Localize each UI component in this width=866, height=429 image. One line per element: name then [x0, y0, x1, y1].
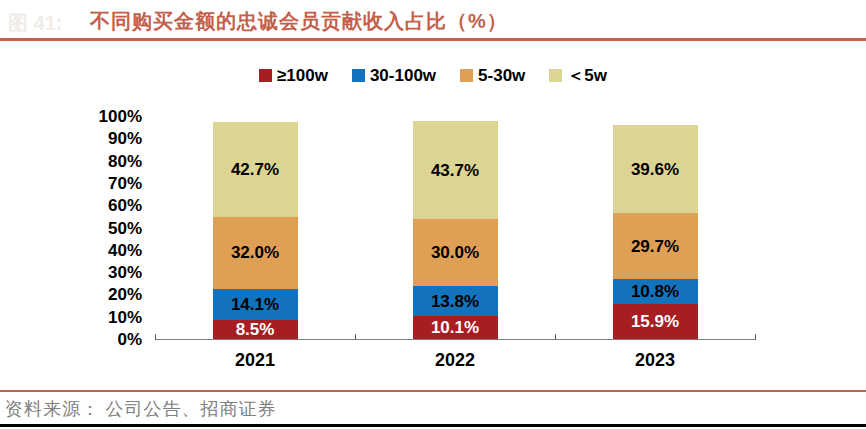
bar-segment-≥100w: 8.5%	[213, 320, 298, 339]
y-tick-label: 30%	[0, 263, 142, 283]
footer-bottom-rule	[0, 424, 866, 427]
stacked-bar-2022: 10.1% 13.8% 30.0% 43.7%	[413, 121, 498, 339]
report-figure: 图 41: 不同购买金额的忠诚会员贡献收入占比（%） ≥100w30-100w5…	[0, 0, 866, 429]
bar-segment-≥100w: 10.1%	[413, 316, 498, 339]
data-label: 29.7%	[631, 238, 679, 255]
axis-tick	[555, 334, 556, 340]
data-label: 10.8%	[631, 283, 679, 300]
data-label: 10.1%	[431, 319, 479, 336]
x-axis-label-2021: 2021	[155, 350, 355, 371]
y-tick-label: 0%	[0, 330, 142, 350]
data-label: 30.0%	[431, 244, 479, 261]
bar-segment-＜5w: 42.7%	[213, 122, 298, 217]
y-tick-label: 20%	[0, 285, 142, 305]
footer-top-rule	[0, 390, 866, 392]
axis-tick	[155, 334, 156, 340]
data-label: 43.7%	[431, 162, 479, 179]
data-label: 13.8%	[431, 293, 479, 310]
plot-area: 8.5%14.1%32.0%42.7%10.1%13.8%30.0%43.7%1…	[155, 117, 755, 340]
data-label: 32.0%	[231, 244, 279, 261]
data-label: 15.9%	[631, 313, 679, 330]
axis-tick	[355, 334, 356, 340]
y-tick-label: 10%	[0, 308, 142, 328]
bar-segment-≥100w: 15.9%	[613, 304, 698, 339]
stacked-bar-2023: 15.9% 10.8% 29.7% 39.6%	[613, 125, 698, 339]
bar-segment-5-30w: 29.7%	[613, 213, 698, 279]
axis-tick	[755, 334, 756, 340]
bar-segment-5-30w: 30.0%	[413, 219, 498, 286]
y-tick-label: 80%	[0, 152, 142, 172]
x-axis-label-2022: 2022	[355, 350, 555, 371]
y-tick-label: 100%	[0, 107, 142, 127]
data-label: 8.5%	[236, 321, 275, 338]
stacked-bar-chart: 0%10% 20%30%40%50% 60%70%80% 90%100% 8.5% 14…	[0, 0, 866, 429]
bar-segment-＜5w: 39.6%	[613, 125, 698, 213]
bar-segment-5-30w: 32.0%	[213, 217, 298, 288]
x-axis-line	[155, 339, 756, 340]
data-label: 39.6%	[631, 161, 679, 178]
bar-segment-30-100w: 13.8%	[413, 286, 498, 317]
y-tick-label: 40%	[0, 241, 142, 261]
y-tick-label: 90%	[0, 129, 142, 149]
data-label: 42.7%	[231, 161, 279, 178]
source-note: 资料来源： 公司公告、招商证券	[5, 397, 277, 421]
y-tick-label: 50%	[0, 219, 142, 239]
stacked-bar-2021: 8.5% 14.1% 32.0% 42.7%	[213, 122, 298, 339]
x-axis-label-2023: 2023	[555, 350, 755, 371]
bar-segment-30-100w: 14.1%	[213, 289, 298, 320]
data-label: 14.1%	[231, 296, 279, 313]
bar-segment-30-100w: 10.8%	[613, 279, 698, 303]
bar-segment-＜5w: 43.7%	[413, 121, 498, 218]
y-tick-label: 70%	[0, 174, 142, 194]
y-tick-label: 60%	[0, 196, 142, 216]
